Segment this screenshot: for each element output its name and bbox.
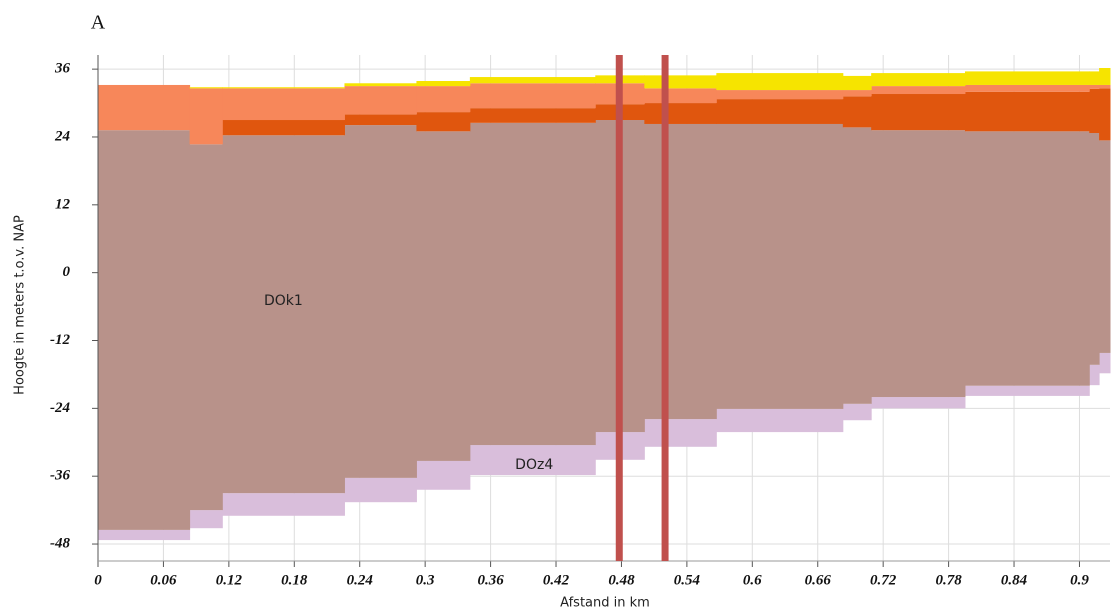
y-tick-label: 0 xyxy=(63,264,71,280)
y-tick-label: 24 xyxy=(54,128,71,144)
layer-segment xyxy=(344,125,416,478)
layer-segment xyxy=(871,94,965,130)
layer-segment xyxy=(716,409,843,432)
layer-segment xyxy=(843,127,872,403)
layer-segment xyxy=(965,386,1090,396)
layer-segment xyxy=(644,88,716,103)
y-tick-label: -12 xyxy=(50,332,70,348)
y-tick-label: 12 xyxy=(55,196,71,212)
y-axis-label: Hoogte in meters t.o.v. NAP xyxy=(13,215,28,395)
y-tick-label: 36 xyxy=(54,61,71,77)
layer-segment xyxy=(222,120,345,135)
x-tick-label: 0.72 xyxy=(870,572,897,588)
layers xyxy=(98,68,1111,540)
x-axis-label: Afstand in km xyxy=(560,596,650,610)
layer-segment xyxy=(1099,68,1110,85)
layer-segment xyxy=(716,90,843,99)
layer-segment xyxy=(965,92,1090,132)
layer-segment xyxy=(416,112,470,131)
layer-segment xyxy=(871,397,965,408)
x-tick-label: 0.84 xyxy=(1001,572,1028,588)
layer-segment xyxy=(965,131,1090,385)
layer-segment xyxy=(470,123,596,445)
layer-segment xyxy=(344,83,416,86)
x-tick-label: 0 xyxy=(94,572,102,588)
layer-label: DOz4 xyxy=(515,457,553,473)
layer-segment xyxy=(1099,353,1110,373)
x-tick-label: 0.78 xyxy=(935,572,962,588)
layer-segment xyxy=(416,86,470,112)
layer-segment xyxy=(843,76,872,90)
layer-segment xyxy=(470,83,596,108)
layer-segment xyxy=(843,90,872,96)
layer-segment xyxy=(965,71,1090,85)
x-tick-label: 0.42 xyxy=(543,572,570,588)
layer-segment xyxy=(344,86,416,114)
layer-segment xyxy=(644,419,716,447)
layer-segment xyxy=(416,81,470,86)
layer-segment xyxy=(1089,365,1099,385)
y-tick-label: -24 xyxy=(50,400,70,416)
layer-segment xyxy=(716,124,843,409)
layer-segment xyxy=(416,461,470,490)
layer-segment xyxy=(222,88,345,120)
layer-segment xyxy=(871,130,965,397)
layer-segment xyxy=(98,85,190,130)
layer-segment xyxy=(871,73,965,86)
x-tick-label: 0.18 xyxy=(281,572,308,588)
layer-segment xyxy=(222,87,345,88)
layer-segment xyxy=(222,493,345,516)
layer-segment xyxy=(1089,89,1099,133)
layer-segment xyxy=(190,510,223,528)
layer-segment xyxy=(190,88,223,144)
layer-segment xyxy=(843,96,872,127)
panel-label: A xyxy=(91,12,106,34)
layer-segment xyxy=(843,404,872,420)
layer-segment xyxy=(190,87,223,88)
layer-segment xyxy=(716,73,843,90)
layer-label: DOk1 xyxy=(264,293,303,309)
x-tick-label: 0.06 xyxy=(150,572,177,588)
layer-segment xyxy=(1099,85,1110,88)
layer-segment xyxy=(344,114,416,125)
layer-segment xyxy=(644,75,716,88)
layer-segment xyxy=(644,124,716,419)
y-tick-label: -36 xyxy=(50,468,70,484)
layer-segment xyxy=(965,85,1090,92)
layer-segment xyxy=(344,478,416,502)
x-tick-label: 0.9 xyxy=(1070,572,1089,588)
layer-segment xyxy=(1089,71,1099,85)
layer-segment xyxy=(1099,88,1110,140)
layer-segment xyxy=(1089,133,1099,365)
layer-segment xyxy=(470,77,596,83)
x-tick-label: 0.3 xyxy=(416,572,435,588)
y-tick-label: -48 xyxy=(50,535,70,551)
x-tick-label: 0.6 xyxy=(743,572,762,588)
x-tick-label: 0.24 xyxy=(347,572,374,588)
layer-segment xyxy=(98,130,190,530)
layer-segment xyxy=(98,530,190,540)
layer-segment xyxy=(716,99,843,124)
x-tick-label: 0.66 xyxy=(805,572,832,588)
layer-segment xyxy=(222,135,345,493)
x-tick-label: 0.36 xyxy=(477,572,504,588)
layer-segment xyxy=(190,144,223,510)
chart: A Afstand in km Hoogte in meters t.o.v. … xyxy=(0,0,1112,610)
x-tick-label: 0.48 xyxy=(608,572,635,588)
layer-segment xyxy=(1099,140,1110,353)
layer-segment xyxy=(470,108,596,123)
layer-segment xyxy=(416,131,470,461)
x-tick-label: 0.54 xyxy=(674,572,701,588)
x-tick-label: 0.12 xyxy=(216,572,243,588)
layer-segment xyxy=(1089,85,1099,89)
layer-segment xyxy=(871,86,965,94)
layer-segment xyxy=(644,103,716,124)
